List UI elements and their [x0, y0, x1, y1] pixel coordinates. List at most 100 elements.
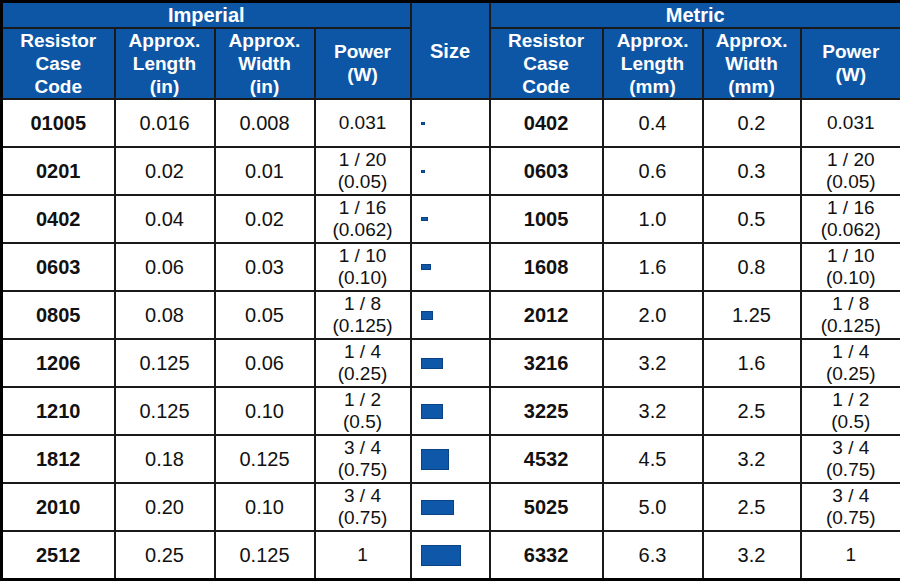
resistor-size-chip [421, 217, 428, 221]
imperial-power-cell: 1 / 20 (0.05) [315, 147, 411, 195]
col-header-metric-power: Power (W) [801, 28, 900, 100]
metric-case-code-cell: 5025 [490, 483, 603, 531]
col-header-metric-case-code: Resistor Case Code [490, 28, 603, 100]
imperial-width-cell: 0.008 [215, 99, 315, 147]
metric-power-cell: 1 / 16 (0.062) [801, 195, 900, 243]
resistor-size-chip [421, 404, 443, 419]
metric-case-code-cell: 3216 [490, 339, 603, 387]
metric-case-code-cell: 4532 [490, 435, 603, 483]
col-header-imperial-power: Power (W) [315, 28, 411, 100]
size-cell [411, 435, 490, 483]
imperial-length-cell: 0.125 [115, 387, 215, 435]
metric-group-header: Metric [490, 2, 900, 28]
metric-power-cell: 1 / 20 (0.05) [801, 147, 900, 195]
imperial-width-cell: 0.01 [215, 147, 315, 195]
metric-length-cell: 0.4 [603, 99, 703, 147]
metric-case-code-cell: 6332 [490, 531, 603, 579]
imperial-length-cell: 0.016 [115, 99, 215, 147]
imperial-length-cell: 0.20 [115, 483, 215, 531]
imperial-case-code-cell: 0603 [2, 243, 115, 291]
metric-power-cell: 3 / 4 (0.75) [801, 483, 900, 531]
metric-length-cell: 0.6 [603, 147, 703, 195]
size-cell [411, 195, 490, 243]
imperial-power-cell: 1 / 8 (0.125) [315, 291, 411, 339]
imperial-case-code-cell: 01005 [2, 99, 115, 147]
size-cell [411, 243, 490, 291]
size-cell [411, 483, 490, 531]
metric-length-cell: 3.2 [603, 339, 703, 387]
resistor-size-table: Imperial Size Metric Resistor Case Code … [0, 0, 900, 581]
size-cell [411, 531, 490, 579]
size-cell [411, 99, 490, 147]
imperial-case-code-cell: 0201 [2, 147, 115, 195]
imperial-power-cell: 3 / 4 (0.75) [315, 483, 411, 531]
metric-power-cell: 1 / 4 (0.25) [801, 339, 900, 387]
metric-case-code-cell: 1608 [490, 243, 603, 291]
table-body: 010050.0160.0080.03104020.40.20.03102010… [2, 99, 900, 579]
table-row: 25120.250.125163326.33.21 [2, 531, 900, 579]
imperial-length-cell: 0.25 [115, 531, 215, 579]
table-row: 20100.200.103 / 4 (0.75)50255.02.53 / 4 … [2, 483, 900, 531]
metric-width-cell: 0.5 [703, 195, 801, 243]
imperial-power-cell: 1 / 10 (0.10) [315, 243, 411, 291]
col-header-metric-width: Approx. Width (mm) [703, 28, 801, 100]
col-header-imperial-width: Approx. Width (in) [215, 28, 315, 100]
size-column-header: Size [411, 2, 490, 100]
metric-width-cell: 0.3 [703, 147, 801, 195]
size-cell [411, 147, 490, 195]
metric-power-cell: 1 / 8 (0.125) [801, 291, 900, 339]
imperial-case-code-cell: 0805 [2, 291, 115, 339]
imperial-length-cell: 0.06 [115, 243, 215, 291]
resistor-size-chip [421, 500, 454, 515]
imperial-case-code-cell: 2512 [2, 531, 115, 579]
imperial-width-cell: 0.10 [215, 483, 315, 531]
imperial-width-cell: 0.10 [215, 387, 315, 435]
group-header-row: Imperial Size Metric [2, 2, 900, 28]
imperial-width-cell: 0.02 [215, 195, 315, 243]
imperial-length-cell: 0.02 [115, 147, 215, 195]
imperial-case-code-cell: 0402 [2, 195, 115, 243]
metric-length-cell: 1.0 [603, 195, 703, 243]
imperial-case-code-cell: 1210 [2, 387, 115, 435]
metric-width-cell: 0.8 [703, 243, 801, 291]
size-cell [411, 291, 490, 339]
resistor-size-chip [421, 264, 431, 270]
imperial-length-cell: 0.18 [115, 435, 215, 483]
resistor-size-chip [421, 311, 433, 320]
metric-length-cell: 4.5 [603, 435, 703, 483]
table-row: 06030.060.031 / 10 (0.10)16081.60.81 / 1… [2, 243, 900, 291]
metric-width-cell: 3.2 [703, 435, 801, 483]
table-row: 02010.020.011 / 20 (0.05)06030.60.31 / 2… [2, 147, 900, 195]
table-row: 010050.0160.0080.03104020.40.20.031 [2, 99, 900, 147]
metric-width-cell: 2.5 [703, 387, 801, 435]
imperial-case-code-cell: 1206 [2, 339, 115, 387]
size-cell [411, 339, 490, 387]
imperial-power-cell: 1 / 16 (0.062) [315, 195, 411, 243]
metric-length-cell: 3.2 [603, 387, 703, 435]
metric-width-cell: 1.25 [703, 291, 801, 339]
metric-width-cell: 2.5 [703, 483, 801, 531]
metric-length-cell: 5.0 [603, 483, 703, 531]
imperial-length-cell: 0.04 [115, 195, 215, 243]
metric-length-cell: 2.0 [603, 291, 703, 339]
imperial-width-cell: 0.125 [215, 435, 315, 483]
imperial-power-cell: 3 / 4 (0.75) [315, 435, 411, 483]
table-row: 12060.1250.061 / 4 (0.25)32163.21.61 / 4… [2, 339, 900, 387]
imperial-power-cell: 1 / 4 (0.25) [315, 339, 411, 387]
imperial-case-code-cell: 2010 [2, 483, 115, 531]
metric-power-cell: 0.031 [801, 99, 900, 147]
imperial-width-cell: 0.03 [215, 243, 315, 291]
table-row: 12100.1250.101 / 2 (0.5)32253.22.51 / 2 … [2, 387, 900, 435]
imperial-width-cell: 0.125 [215, 531, 315, 579]
table-row: 18120.180.1253 / 4 (0.75)45324.53.23 / 4… [2, 435, 900, 483]
metric-power-cell: 1 / 10 (0.10) [801, 243, 900, 291]
metric-width-cell: 1.6 [703, 339, 801, 387]
resistor-size-chip [421, 122, 425, 125]
metric-case-code-cell: 3225 [490, 387, 603, 435]
metric-width-cell: 3.2 [703, 531, 801, 579]
resistor-size-chip [421, 449, 449, 470]
metric-case-code-cell: 0402 [490, 99, 603, 147]
imperial-width-cell: 0.05 [215, 291, 315, 339]
col-header-metric-length: Approx. Length (mm) [603, 28, 703, 100]
metric-case-code-cell: 1005 [490, 195, 603, 243]
